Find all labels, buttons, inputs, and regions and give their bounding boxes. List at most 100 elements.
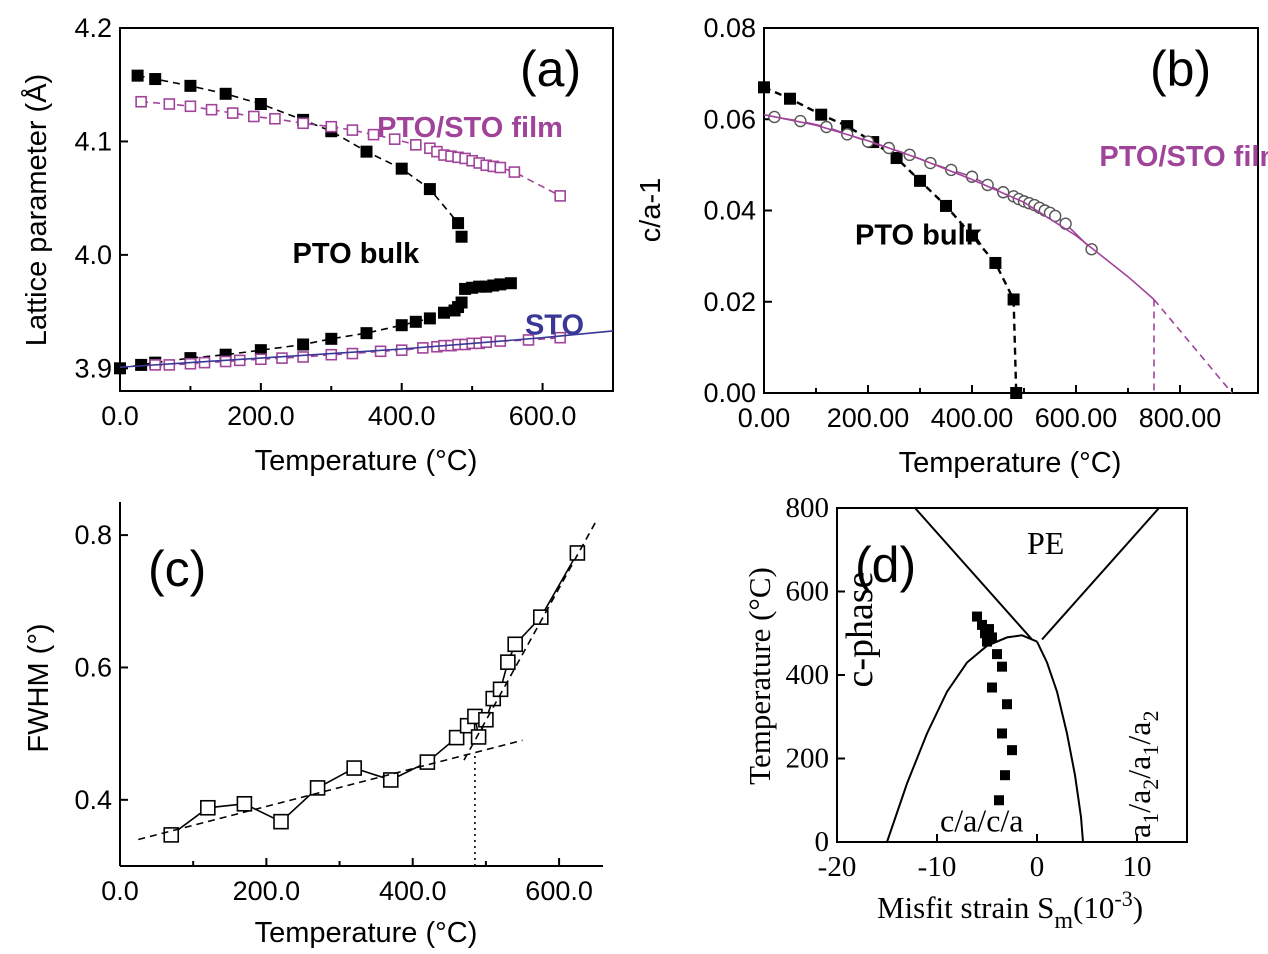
panel-b-annotation-film: PTO/STO film: [1099, 141, 1268, 173]
panel-a-point-film_a: [554, 331, 566, 344]
panel-a-point-film_a: [325, 348, 338, 361]
panel-c-series-fit_low-line: [138, 739, 523, 841]
panel-b-point-film: [861, 135, 875, 148]
panel-a-point-film_c: [554, 190, 566, 202]
panel-a-point-film_c: [184, 100, 197, 113]
panel-c-y-tick-label: 0.6: [74, 652, 112, 682]
panel-a-point-bulk_c: [131, 69, 144, 82]
panel-d-series: [886, 507, 1160, 843]
panel-a-frame: [119, 27, 614, 392]
panel-b-y-tick-label: 0.06: [703, 104, 756, 134]
panel-a: 0.0 200.0 400.0 600.0 3.9 4.0 4.1 4.2 (a) PTO/S…: [20, 13, 614, 477]
panel-a-point-film_c: [163, 98, 176, 110]
panel-a-x-tick-label: 400.0: [368, 401, 436, 431]
panel-a-point-bulk_a: [325, 332, 338, 345]
panel-a-label: (a): [520, 41, 581, 97]
panel-a-point-film_a: [255, 353, 267, 366]
panel-d-y-axis-title: Temperature (°C): [742, 567, 777, 785]
panel-a-point-bulk_a: [409, 315, 422, 328]
panel-a-annotation-sto: STO: [525, 309, 584, 341]
panel-a-point-film_c: [508, 166, 521, 178]
panel-a-x-axis-title: Temperature (°C): [255, 445, 478, 477]
panel-d-series-r_boundary-line: [1036, 641, 1084, 843]
panel-c-x-tick-label: 200.0: [233, 876, 301, 906]
panel-a-point-bulk_a: [437, 306, 450, 319]
panel-d-x-title-tail: (10: [1073, 890, 1114, 925]
panel-a-point-bulk_c: [455, 230, 468, 243]
panel-d-x-title-sub: m: [1054, 908, 1073, 934]
panel-c-label: (c): [148, 541, 206, 597]
panel-c-x-axis-title: Temperature (°C): [255, 917, 478, 949]
panel-b-point-bulk: [1007, 293, 1020, 306]
panel-a-point-film_c: [409, 139, 422, 151]
panel-c-point-fwhm: [236, 795, 253, 812]
panel-a-y-tick-label: 4.2: [74, 13, 112, 43]
panel-d-point-data: [980, 628, 990, 639]
panel-a-point-bulk_c: [395, 162, 408, 175]
panel-b-x-tick-label: 400.00: [931, 403, 1014, 433]
panel-b-point-bulk: [1010, 387, 1023, 399]
panel-a-point-film_c: [297, 117, 309, 130]
panel-d-point-data: [1000, 770, 1010, 781]
panel-d-x-axis-title: Misfit strain Sm(10-3): [877, 886, 1143, 934]
panel-b-point-bulk: [914, 174, 926, 187]
panel-b-point-bulk: [940, 199, 952, 212]
panel-b-x-tick-label: 800.00: [1139, 403, 1222, 433]
panel-d-series-c_boundary-line: [886, 634, 1038, 843]
panel-a-point-film_a: [276, 352, 288, 364]
panel-a-annotation-film: PTO/STO film: [377, 112, 563, 144]
panel-c-x-tick-label: 0.0: [101, 876, 139, 906]
panel-c-series-fit_high-line: [463, 521, 597, 761]
panel-d-region-label-part: 2: [1138, 779, 1163, 790]
panel-a-y-tick-label: 3.9: [74, 353, 112, 383]
panel-d-y-tick-label: 400: [786, 659, 830, 691]
panel-d-region-cacа: c/a/c/a: [940, 803, 1023, 839]
panel-a-point-film_c: [325, 120, 338, 133]
panel-a-y-axis-title: Lattice parameter (Å): [20, 74, 53, 346]
panel-b-ticks: 0.00 200.00 400.00 600.00 800.00 0.00 0.02 0.04…: [703, 13, 1233, 433]
panel-c-y-tick-label: 0.8: [74, 520, 112, 550]
panel-a-point-bulk_c: [423, 183, 436, 196]
panel-b-point-film: [1059, 217, 1072, 230]
panel-c-point-fwhm: [569, 545, 586, 561]
panel-c-y-axis-title: FWHM (°): [23, 623, 55, 752]
panel-b-label: (b): [1150, 41, 1211, 97]
panel-d-y-tick-label: 200: [786, 743, 830, 775]
panel-d-x-tick-label: -10: [918, 851, 957, 883]
panel-d-region-c-phase: c-phase: [839, 571, 881, 687]
panel-b-y-axis-title: c/a-1: [635, 178, 667, 242]
panel-a-point-bulk_a: [297, 338, 310, 351]
panel-c-point-fwhm: [382, 772, 399, 788]
panel-a-point-film_a: [395, 344, 408, 356]
panel-a-x-tick-label: 600.0: [509, 401, 577, 431]
panel-d-x-tick-label: -20: [818, 851, 857, 883]
panel-a-annotation-bulk: PTO bulk: [293, 238, 421, 270]
panel-a-point-bulk_a: [494, 278, 507, 291]
panel-b-point-bulk: [966, 229, 978, 242]
panel-b-series-film_extrap-line: [1153, 298, 1233, 394]
panel-b-point-bulk: [815, 108, 828, 121]
panel-d-region-label-part: 2: [1138, 711, 1163, 722]
panel-b-annotation-bulk: PTO bulk: [855, 220, 983, 252]
panel-d-point-data: [977, 619, 987, 630]
panel-d-x-title-main: Misfit strain S: [877, 890, 1054, 925]
panel-d-x-title-close: ): [1133, 890, 1143, 925]
panel-c: 0.0 200.0 400.0 600.0 0.4 0.6 0.8 (c) Temperat…: [23, 502, 603, 949]
panel-a-series-bulk_c-line: [137, 74, 463, 237]
panel-a-point-film_a: [184, 357, 197, 370]
panel-d-point-data: [994, 795, 1004, 806]
panel-b-point-bulk: [758, 81, 770, 94]
panel-a-y-tick-label: 4.0: [74, 240, 112, 270]
panel-b-x-tick-label: 200.00: [827, 403, 910, 433]
panel-d-y-tick-label: 600: [786, 576, 830, 608]
panel-d-series-pe_right-line: [1041, 507, 1160, 641]
panel-c-y-tick-label: 0.4: [74, 785, 112, 815]
panel-a-point-film_a: [219, 355, 232, 368]
panel-d-point-data: [1007, 745, 1017, 756]
panel-b-x-axis-title: Temperature (°C): [899, 447, 1122, 479]
panel-a-point-bulk_a: [423, 312, 436, 325]
panel-a-point-bulk_a: [395, 319, 408, 332]
panel-d-x-title-sup: -3: [1114, 886, 1132, 911]
panel-c-point-fwhm: [200, 799, 216, 816]
